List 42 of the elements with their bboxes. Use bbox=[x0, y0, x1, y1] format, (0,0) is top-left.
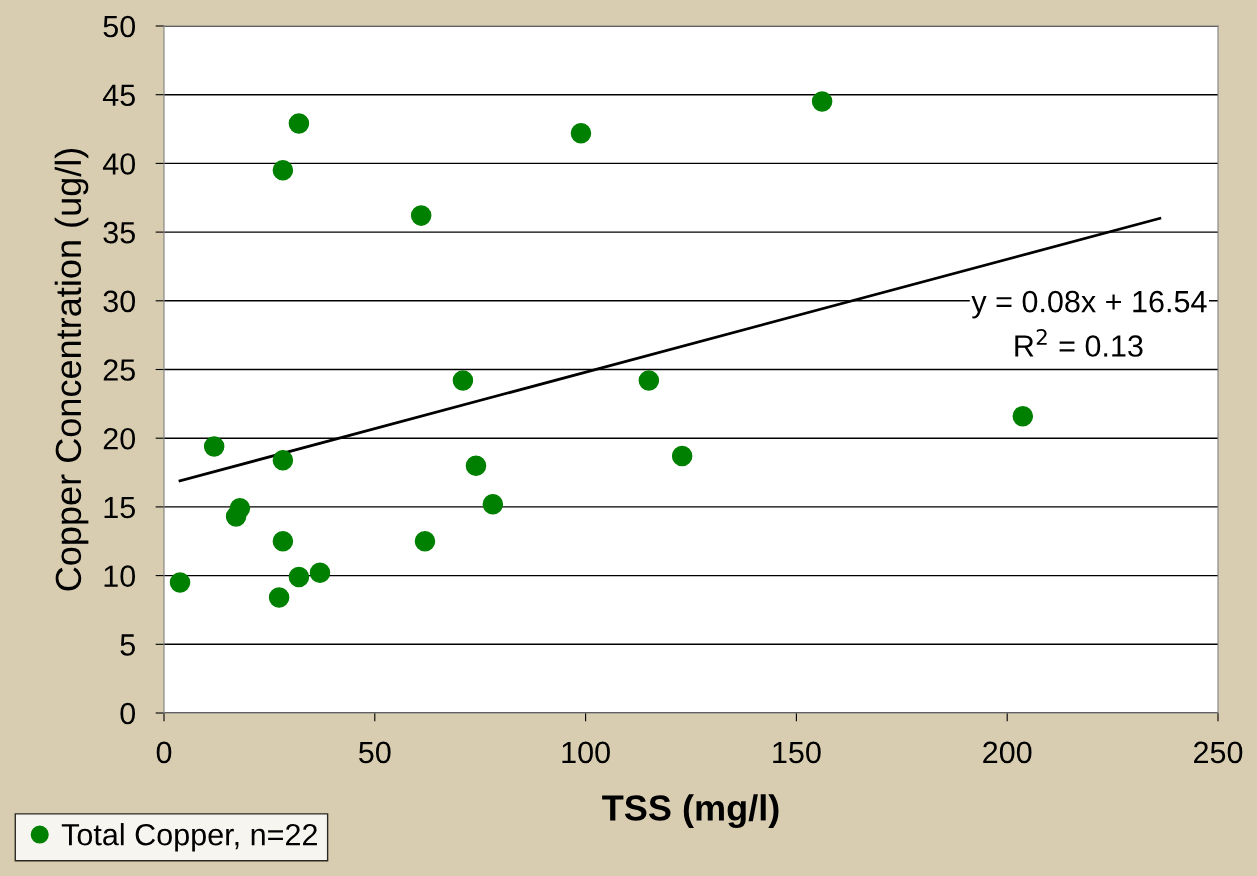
point bbox=[229, 498, 251, 519]
annotation: R$^{2}$ = 0.13 bbox=[1015, 328, 1143, 357]
point bbox=[272, 160, 294, 181]
legend-label: Total Copper, n=22 bbox=[61, 823, 317, 852]
point bbox=[570, 122, 592, 144]
point bbox=[811, 91, 833, 112]
point bbox=[465, 455, 487, 476]
point bbox=[638, 370, 660, 391]
point bbox=[410, 205, 432, 226]
y-tick-label: 0 bbox=[120, 702, 136, 725]
y-tick-label: 5 bbox=[120, 634, 135, 656]
x-tick-label: 0 bbox=[156, 741, 172, 764]
x-axis-title: TSS (mg/l) bbox=[602, 794, 779, 829]
y-tick-label: 35 bbox=[103, 221, 135, 244]
y-tick-label: 15 bbox=[104, 496, 135, 519]
x-tick-label: 150 bbox=[773, 741, 821, 764]
point bbox=[203, 436, 225, 457]
y-tick-label: 20 bbox=[103, 427, 136, 450]
y-tick-label: 45 bbox=[102, 84, 135, 107]
x-tick-label: 100 bbox=[562, 741, 610, 764]
point bbox=[272, 449, 294, 471]
point bbox=[671, 445, 693, 467]
y-tick-label: 25 bbox=[103, 359, 135, 381]
annotation: y = 0.08x + 16.54 bbox=[971, 290, 1207, 319]
y-tick-label: 10 bbox=[104, 565, 136, 587]
point bbox=[309, 562, 331, 584]
x-tick-label: 200 bbox=[983, 741, 1032, 764]
point bbox=[414, 530, 436, 552]
point bbox=[288, 113, 310, 134]
point bbox=[169, 572, 191, 593]
y-tick-label: 40 bbox=[102, 153, 136, 175]
y-tick-label: 30 bbox=[103, 290, 136, 313]
y-axis-title: Copper Concentration (ug/l) bbox=[54, 148, 89, 591]
point bbox=[1012, 405, 1034, 427]
point bbox=[452, 370, 474, 391]
x-tick-label: 50 bbox=[359, 741, 391, 764]
point bbox=[482, 493, 504, 515]
point bbox=[288, 566, 310, 588]
x-tick-label: 250 bbox=[1194, 741, 1243, 764]
point bbox=[268, 587, 290, 608]
point bbox=[272, 530, 294, 552]
y-tick-label: 50 bbox=[103, 15, 136, 38]
